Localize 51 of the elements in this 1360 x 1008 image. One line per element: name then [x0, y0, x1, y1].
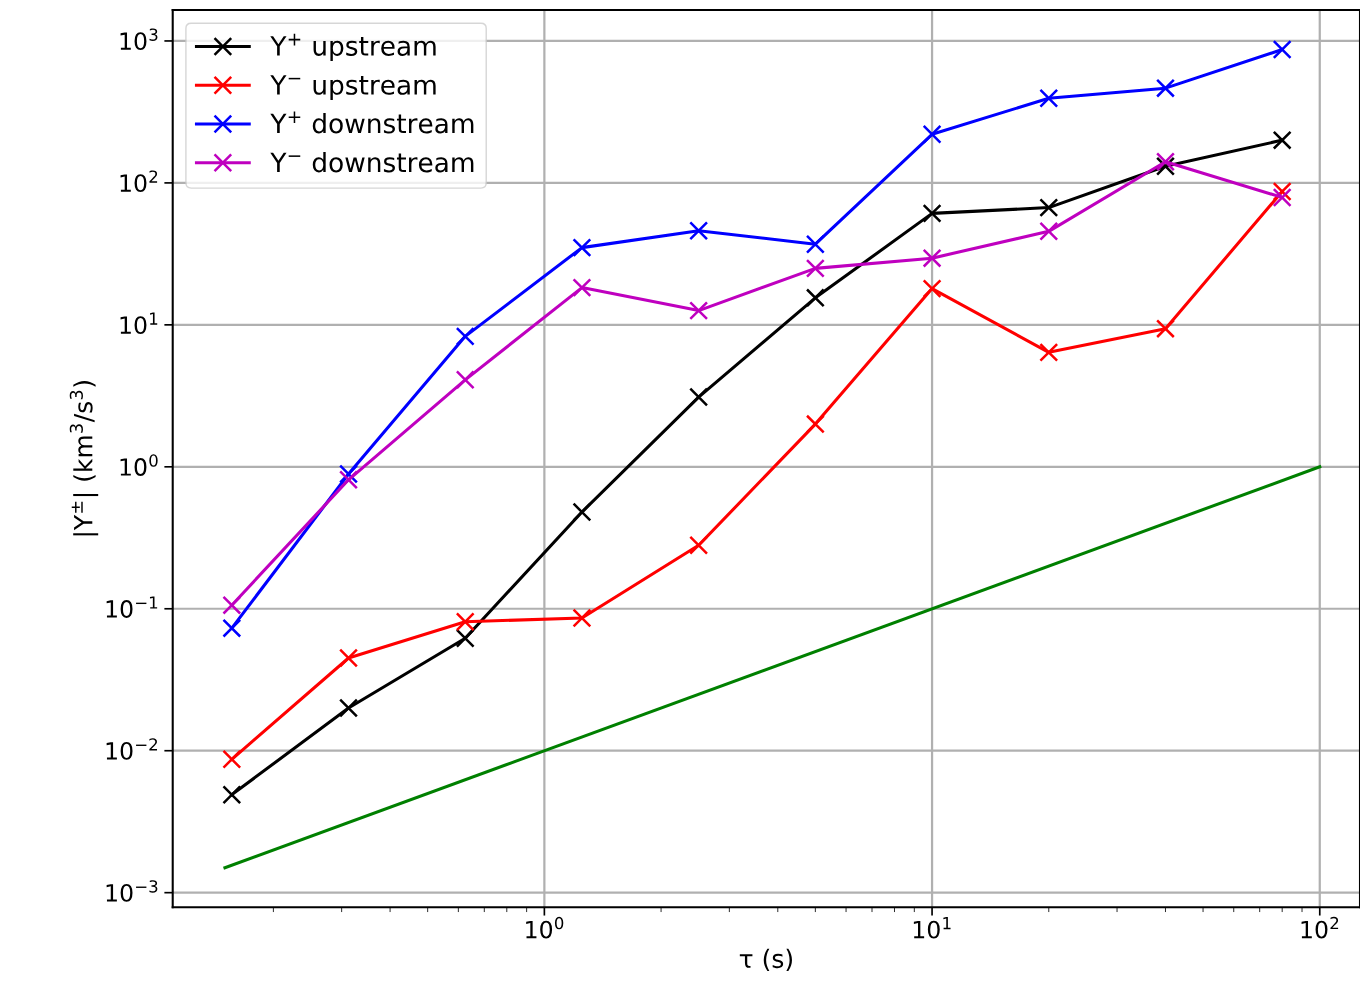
- legend-label: Y$^{+}$ downstream: [270, 111, 474, 134]
- x-tick-label: 10$^{0}$: [526, 916, 564, 939]
- point: [222, 595, 242, 615]
- point: [338, 648, 359, 668]
- x-axis-title: τ (s): [739, 948, 792, 972]
- y-tick-label: 10$^{1}$: [120, 312, 158, 334]
- point: [922, 248, 942, 268]
- point: [805, 288, 825, 308]
- point: [1155, 78, 1176, 98]
- point: [572, 238, 592, 258]
- point: [1039, 342, 1059, 362]
- y-tick-label: 10$^{−3}$: [106, 880, 158, 902]
- point: [572, 278, 592, 298]
- x-tick-label: 10$^{2}$: [1301, 916, 1339, 939]
- y-tick-label: 10$^{2}$: [120, 170, 158, 193]
- point: [1272, 187, 1292, 208]
- point: [922, 124, 942, 144]
- y-tick-label: 10$^{−1}$: [106, 596, 158, 618]
- point: [805, 258, 825, 278]
- point: [805, 234, 825, 254]
- y-axis-title: |Y$^{±}$| (km$^{3}$/s$^{3}$): [69, 381, 99, 536]
- point: [922, 279, 942, 299]
- y-tick-label: 10$^{0}$: [120, 454, 158, 476]
- point: [689, 535, 709, 555]
- point: [1272, 130, 1292, 150]
- y-tick-label: 10$^{3}$: [120, 28, 158, 51]
- point: [572, 502, 592, 522]
- point: [455, 370, 475, 390]
- point: [689, 221, 709, 241]
- point: [1039, 221, 1059, 241]
- point: [1272, 39, 1292, 60]
- point: [338, 698, 359, 718]
- point: [338, 470, 359, 490]
- point: [1155, 319, 1176, 339]
- legend-label: Y$^{−}$ downstream: [270, 151, 474, 173]
- point: [1039, 198, 1059, 218]
- legend-label: Y$^{+}$ upstream: [270, 33, 436, 61]
- point: [805, 414, 825, 434]
- point: [222, 785, 242, 805]
- legend-label: Y$^{−}$ upstream: [270, 75, 436, 100]
- point: [222, 749, 242, 769]
- point: [572, 608, 592, 628]
- point: [922, 203, 942, 223]
- point: [455, 612, 475, 632]
- point: [222, 618, 242, 638]
- y-tick-label: 10$^{−2}$: [106, 738, 158, 760]
- x-tick-label: 10$^{1}$: [913, 917, 951, 939]
- point: [689, 387, 709, 407]
- point: [1039, 88, 1059, 108]
- point: [689, 301, 709, 321]
- point: [455, 326, 475, 346]
